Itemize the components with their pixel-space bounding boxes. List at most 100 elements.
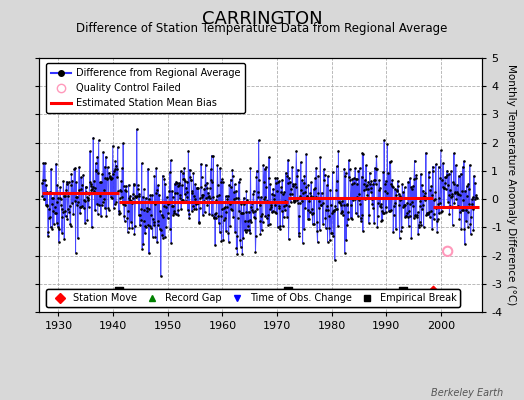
Point [100,187,108,193]
Point [68,177,77,184]
Point [104,205,112,211]
Point [58,214,67,220]
Point [179,170,187,176]
Point [125,195,133,202]
Point [185,215,193,221]
Point [250,214,258,220]
Point [462,218,471,224]
Point [121,201,129,208]
Point [164,210,172,216]
Point [134,186,143,192]
Point [141,223,149,229]
Point [176,192,184,198]
Point [159,234,167,241]
Point [50,210,59,216]
Point [451,189,460,195]
Point [369,181,377,188]
Point [199,192,208,198]
Point [52,198,61,205]
Point [389,184,397,190]
Point [54,239,63,245]
Point [225,182,233,188]
Point [431,189,440,195]
Point [80,205,88,212]
Point [47,224,55,230]
Point [280,189,289,195]
Point [357,218,365,224]
Point [60,193,69,199]
Point [105,174,114,180]
Point [154,218,162,224]
Point [279,214,288,220]
Point [113,174,121,180]
Point [353,181,362,187]
Point [174,180,183,186]
Point [49,195,58,201]
Point [153,239,161,245]
Point [107,176,116,182]
Point [271,202,279,208]
Point [351,165,359,172]
Point [348,176,357,182]
Point [419,224,428,230]
Point [114,208,123,214]
Point [97,179,106,186]
Point [456,209,464,215]
Point [379,210,388,216]
Point [431,196,439,202]
Point [372,152,380,159]
Point [40,196,49,202]
Point [192,185,201,191]
Point [409,215,418,221]
Point [111,158,119,164]
Point [208,212,216,218]
Point [379,210,387,216]
Point [81,198,89,205]
Point [451,190,459,196]
Point [312,194,320,200]
Point [391,195,400,201]
Point [399,202,408,209]
Point [446,202,454,209]
Point [432,205,441,212]
Point [201,162,210,168]
Point [450,200,458,206]
Point [394,178,402,184]
Point [114,144,122,150]
Point [316,154,324,161]
Point [430,197,439,204]
Point [217,212,225,219]
Point [412,214,421,221]
Point [162,194,171,200]
Point [284,288,292,294]
Point [302,194,311,200]
Point [348,195,357,201]
Point [286,179,294,186]
Point [407,234,416,241]
Point [305,198,313,204]
Point [261,212,270,219]
Point [269,192,278,198]
Point [149,216,157,222]
Point [57,202,66,208]
Point [433,229,441,236]
Point [77,174,85,181]
Point [120,213,128,220]
Point [134,192,143,199]
Point [341,250,349,256]
Point [409,183,417,189]
Point [239,235,247,241]
Point [449,181,457,187]
Point [194,185,203,192]
Point [271,180,280,186]
Point [261,164,270,170]
Point [297,187,305,193]
Point [41,202,50,208]
Point [324,173,332,179]
Point [42,182,50,188]
Point [313,239,322,246]
Point [161,180,169,187]
Point [187,177,195,183]
Point [281,207,289,214]
Point [278,208,286,214]
